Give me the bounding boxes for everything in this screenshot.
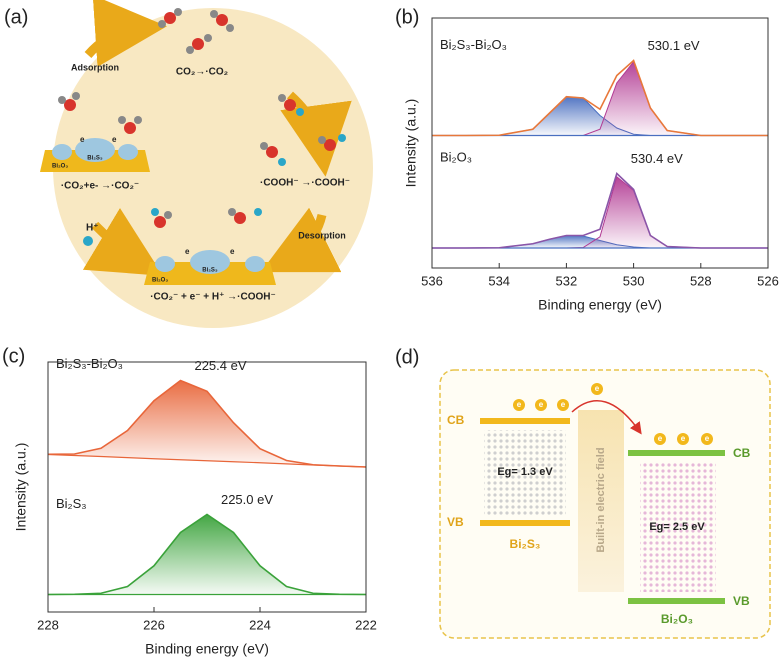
electron: e (705, 434, 710, 443)
catalyst: Bi₂S₃ Bi₂O₃ Bi₂S₃ Bi₂O₃ e e e e (40, 135, 276, 285)
arrow (82, 207, 164, 276)
fit-line (47, 513, 367, 596)
fit-line (432, 172, 768, 249)
x-axis-label: Binding energy (eV) (145, 641, 269, 657)
peak-label: 530.4 eV (631, 151, 683, 166)
panel-label: (a) (4, 6, 28, 28)
x-tick-label: 224 (249, 617, 271, 632)
peak-label: 225.0 eV (221, 492, 273, 507)
series-label: Bi₂O₃ (440, 149, 472, 164)
electron: e (517, 400, 522, 409)
proton (83, 236, 93, 246)
label: CO₂→·CO₂ (176, 67, 228, 78)
band (628, 598, 725, 604)
electron: e (230, 247, 235, 256)
x-axis-label: Binding energy (eV) (538, 297, 662, 313)
arrow (84, 0, 167, 67)
label: Bi₂S₃ (202, 268, 218, 274)
peak-label: 225.4 eV (194, 358, 246, 373)
field-region (578, 410, 624, 592)
band (480, 520, 570, 526)
x-tick-label: 534 (488, 273, 510, 288)
x-tick-label: 526 (757, 273, 779, 288)
label: Eg= 1.3 eV (497, 466, 553, 478)
peak-label: 530.1 eV (648, 38, 700, 53)
plot-frame (431, 17, 769, 269)
label: ·COOH⁻ →·COOH⁻ (260, 178, 350, 189)
peak-area (48, 514, 366, 595)
label: ·CO₂⁻ + e⁻ + H⁺ →·COOH⁻ (150, 292, 276, 303)
arrow (260, 207, 342, 273)
electrons: e e e e e e e (513, 383, 713, 445)
fit-line (47, 379, 367, 468)
series-label: Bi₂S₃ (56, 496, 87, 511)
x-tick-label: 528 (690, 273, 712, 288)
label: VB (447, 515, 464, 529)
component-peak (432, 175, 768, 249)
label: CB (733, 446, 751, 460)
label: Bi₂S₃ (87, 156, 103, 162)
panel-a: (a) Adsorption Desorption CO₂→·CO₂ ·CO₂+… (4, 0, 373, 328)
x-tick-label: 228 (37, 617, 59, 632)
arrow (571, 400, 642, 435)
label: Bi₂O₃ (152, 278, 168, 284)
x-tick-label: 530 (623, 273, 645, 288)
label: H⁺ (86, 223, 99, 234)
y-axis-label: Intensity (a.u.) (13, 443, 29, 532)
label: Built-in electric field (595, 447, 607, 552)
x-tick-label: 226 (143, 617, 165, 632)
electron: e (185, 247, 190, 256)
label: CB (447, 413, 465, 427)
label: Adsorption (71, 62, 119, 72)
series-label: Bi₂S₃-Bi₂O₃ (440, 37, 507, 52)
electron: e (595, 384, 600, 393)
series-label: Bi₂S₃-Bi₂O₃ (56, 356, 123, 371)
peak-area (48, 380, 366, 467)
x-tick-label: 222 (355, 617, 377, 632)
panel-label: (c) (2, 345, 25, 367)
lattice (484, 430, 566, 516)
charts: Bi₂S₃-Bi₂O₃ 530.1 eV Bi₂O₃ 530.4 eV 536 534 53… (2, 6, 779, 656)
y-axis-label: Intensity (a.u.) (403, 99, 419, 188)
label: Bi₂S₃ (510, 537, 541, 551)
electron: e (561, 400, 566, 409)
electron: e (658, 434, 663, 443)
lattice (640, 462, 716, 592)
panel-d: (d) Built-in electric field CB VB CB VB … (395, 346, 771, 639)
label: Desorption (298, 230, 346, 240)
panel-label: (b) (395, 6, 419, 28)
fit-line (432, 59, 768, 137)
plot-frame (47, 361, 367, 613)
label: Eg= 2.5 eV (649, 521, 705, 533)
panel-label: (d) (395, 346, 419, 368)
arrow (280, 91, 352, 177)
electron: e (112, 135, 117, 144)
x-tick-label: 536 (421, 273, 443, 288)
label: Bi₂O₃ (661, 612, 693, 626)
molecules (58, 8, 346, 228)
band (480, 418, 570, 424)
electron: e (539, 400, 544, 409)
label: Bi₂O₃ (52, 164, 68, 170)
band (628, 450, 725, 456)
label: VB (733, 594, 750, 608)
electron: e (681, 434, 686, 443)
x-tick-label: 532 (556, 273, 578, 288)
label: ·CO₂+e- →·CO₂⁻ (61, 181, 139, 192)
electron: e (80, 135, 85, 144)
